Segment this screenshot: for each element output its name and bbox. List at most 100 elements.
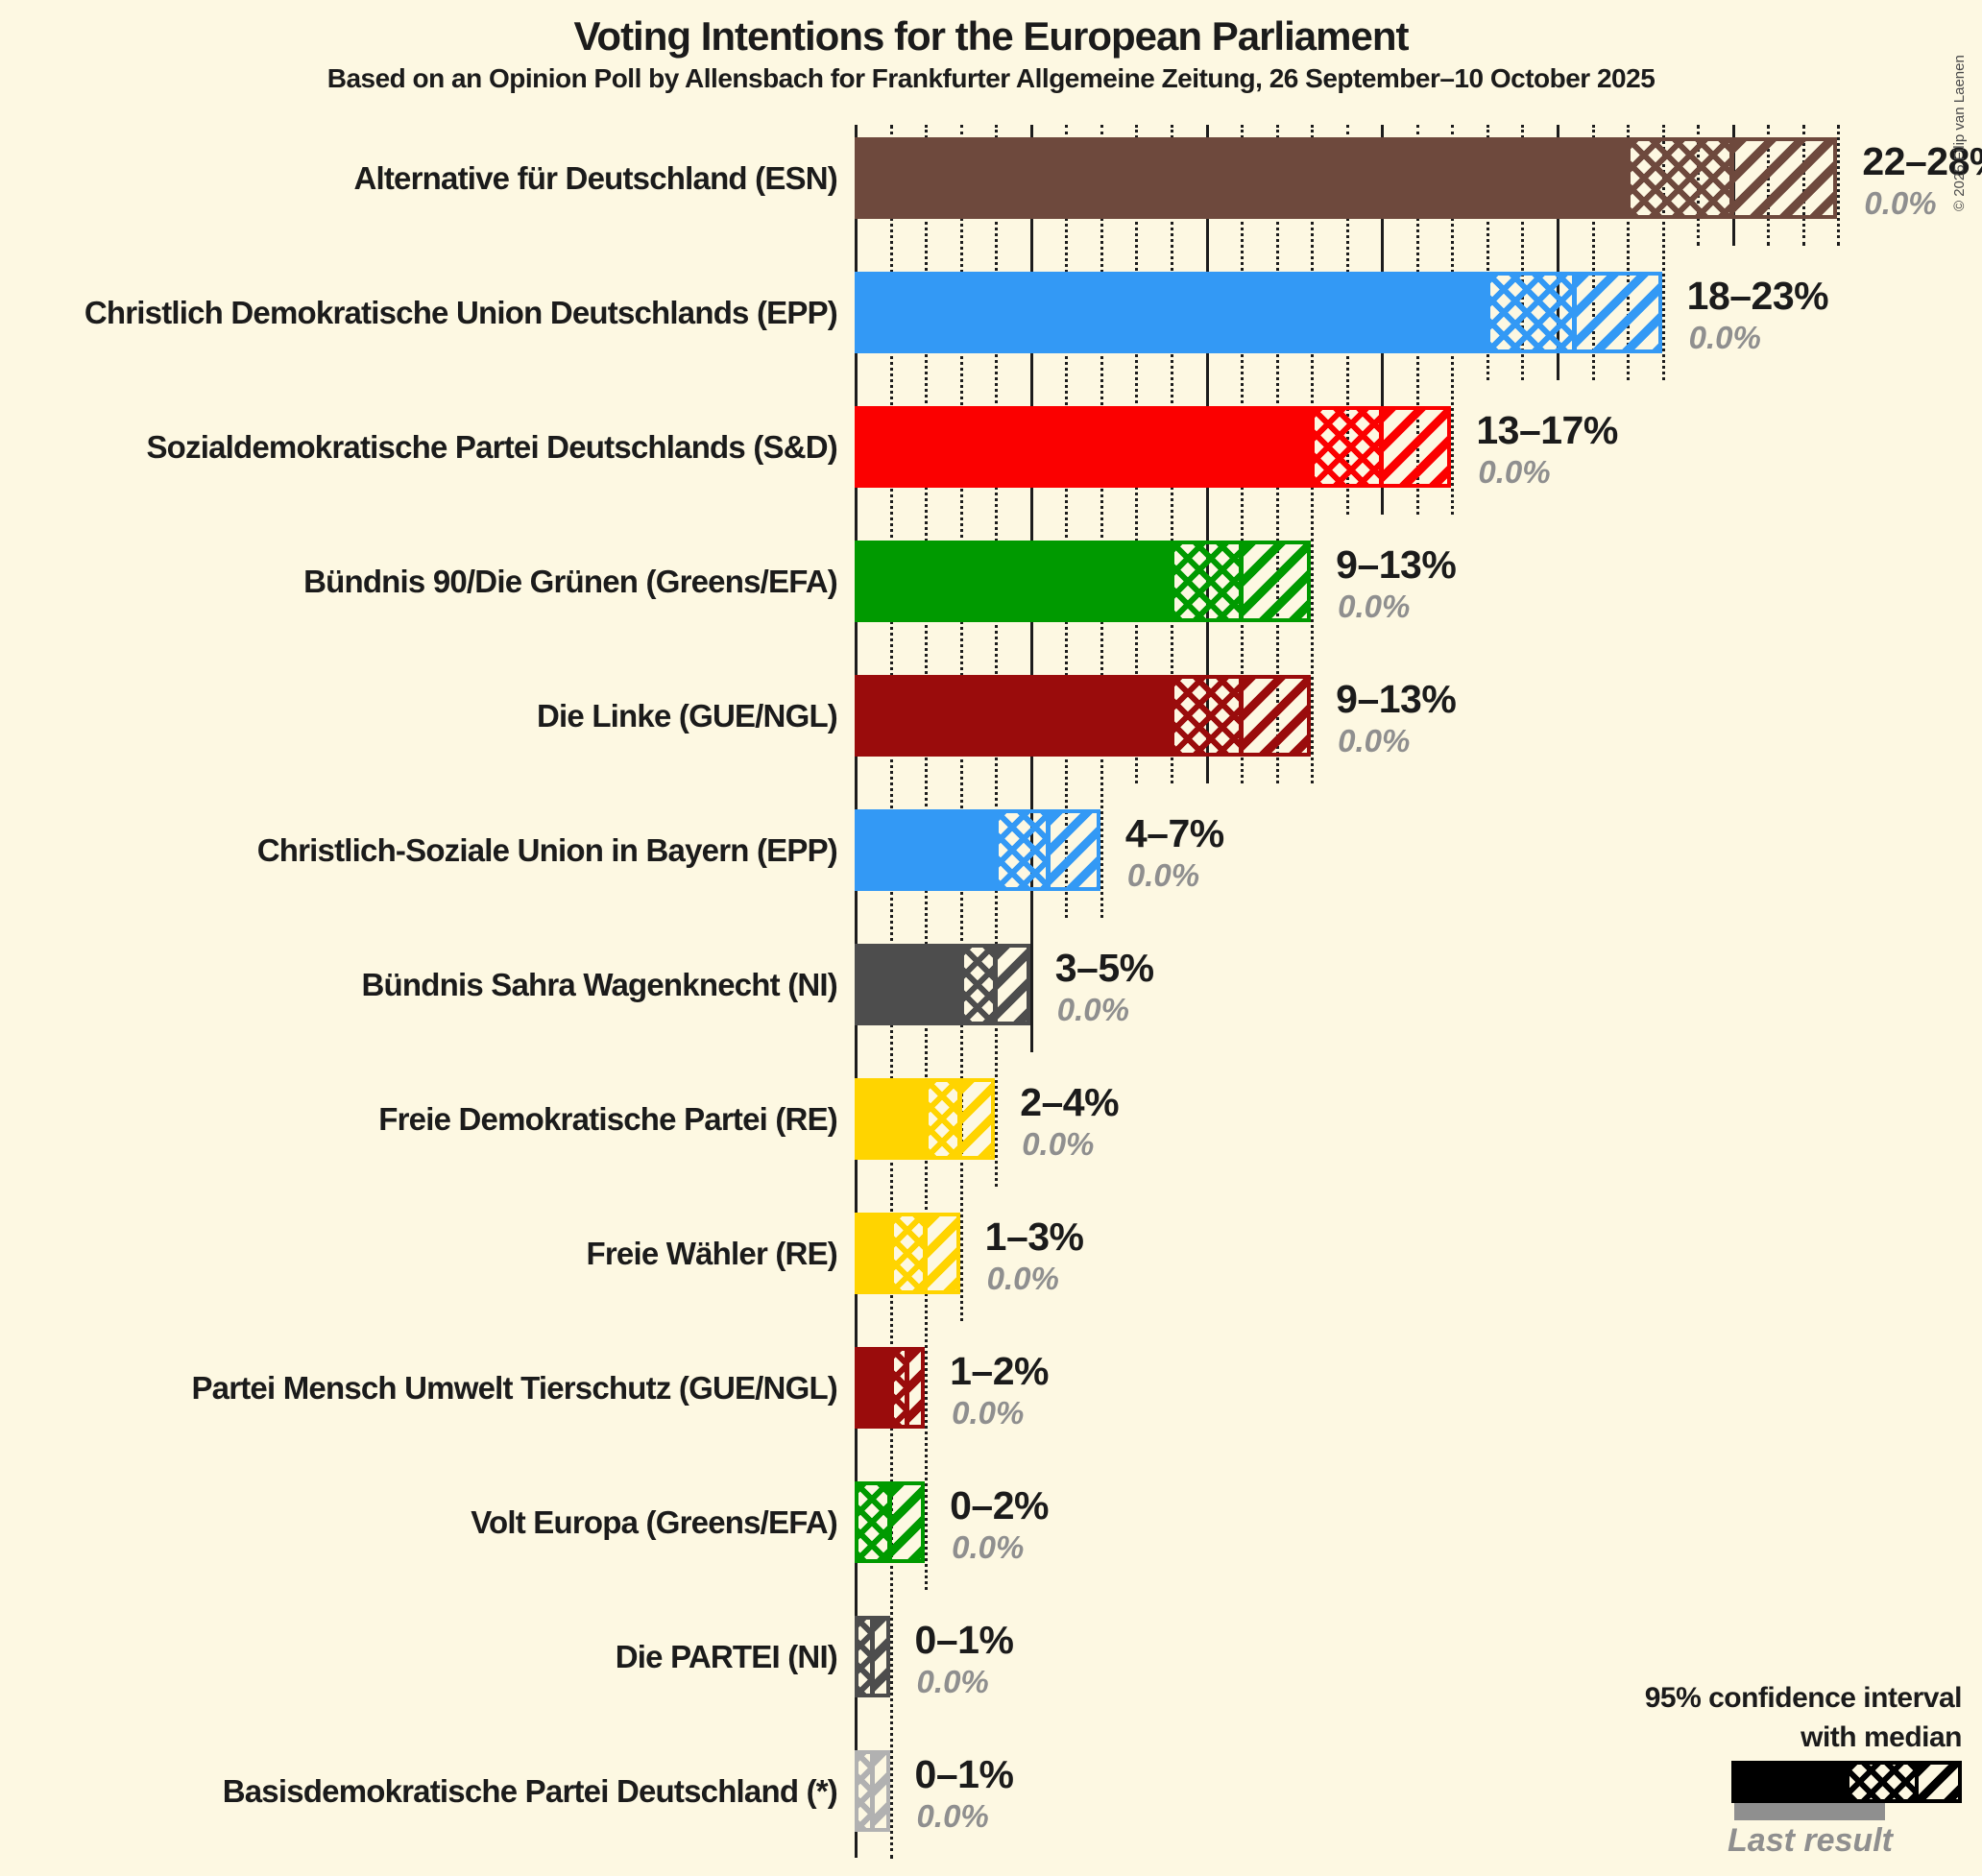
legend-last-result-bar (1734, 1803, 1885, 1820)
bar-diagonal-upper-ci (1576, 276, 1658, 349)
bar-ci-section (1170, 675, 1312, 757)
bar-median-divider (992, 948, 998, 1022)
party-label: Sozialdemokratische Partei Deutschlands … (146, 429, 837, 465)
bar-solid-section (855, 137, 1628, 219)
confidence-interval-bar (855, 809, 1100, 891)
range-label: 0–1% (914, 1618, 1014, 1662)
last-result-label: 0.0% (1478, 454, 1551, 490)
range-label: 9–13% (1336, 542, 1457, 587)
confidence-interval-bar (855, 406, 1452, 488)
bar-crosshatch-lower-ci (1173, 679, 1239, 753)
range-label: 1–3% (984, 1215, 1084, 1259)
bar-diagonal-upper-ci (909, 1351, 922, 1425)
bar-median-divider (869, 1754, 875, 1828)
bar-ci-section (855, 1750, 890, 1832)
last-result-label: 0.0% (1022, 1126, 1095, 1162)
bar-diagonal-upper-ci (874, 1620, 886, 1694)
bar-ci-section (995, 809, 1100, 891)
last-result-label: 0.0% (1864, 185, 1937, 221)
bar-diagonal-upper-ci (1243, 544, 1308, 618)
confidence-interval-bar (855, 137, 1838, 219)
bar-median-divider (887, 1485, 893, 1559)
minor-gridline (1591, 125, 1595, 380)
range-label: 13–17% (1476, 408, 1618, 452)
bar-median-divider (1045, 813, 1051, 887)
minor-gridline (1486, 125, 1489, 380)
minor-gridline (1065, 125, 1069, 918)
confidence-interval-bar (855, 1078, 996, 1160)
confidence-interval-bar (855, 675, 1312, 757)
minor-gridline (1521, 125, 1525, 380)
legend-title-line2: with median (1801, 1721, 1962, 1753)
bar-median-divider (1238, 544, 1244, 618)
confidence-interval-bar (855, 541, 1312, 622)
bar-ci-section (1311, 406, 1452, 488)
party-label: Basisdemokratische Partei Deutschland (*… (222, 1773, 838, 1809)
bar-crosshatch-lower-ci (1631, 141, 1730, 215)
confidence-interval-bar (855, 1616, 890, 1697)
bar-solid-section (855, 406, 1312, 488)
legend-diagonal (1918, 1765, 1958, 1799)
bar-ci-section (1627, 137, 1838, 219)
bar-median-divider (922, 1216, 928, 1290)
bar-median-divider (957, 1082, 963, 1156)
bar-diagonal-upper-ci (892, 1485, 922, 1559)
bar-diagonal-upper-ci (1050, 813, 1097, 887)
bar-ci-section (1486, 272, 1662, 353)
bar-solid-section (855, 1347, 890, 1429)
last-result-label: 0.0% (916, 1798, 989, 1834)
confidence-interval-bar (855, 1481, 926, 1563)
last-result-label: 0.0% (916, 1664, 989, 1699)
minor-gridline (1100, 125, 1103, 918)
minor-gridline (995, 125, 999, 1187)
range-label: 22–28% (1862, 139, 1982, 183)
range-label: 0–2% (950, 1483, 1049, 1527)
party-label: Bündnis 90/Die Grünen (Greens/EFA) (303, 564, 838, 599)
minor-gridline (1661, 125, 1665, 380)
confidence-interval-bar (855, 1347, 926, 1429)
party-label: Volt Europa (Greens/EFA) (471, 1504, 838, 1540)
bar-crosshatch-lower-ci (858, 1620, 870, 1694)
bar-crosshatch-lower-ci (1315, 410, 1379, 484)
chart-subtitle: Based on an Opinion Poll by Allensbach f… (326, 63, 1656, 93)
minor-gridline (1627, 125, 1631, 380)
bar-diagonal-upper-ci (1383, 410, 1448, 484)
legend-solid-section (1731, 1761, 1846, 1803)
bar-ci-section (1170, 541, 1312, 622)
legend-ci-section (1846, 1761, 1962, 1803)
party-label: Freie Wähler (RE) (586, 1236, 838, 1271)
party-label: Partei Mensch Umwelt Tierschutz (GUE/NGL… (191, 1370, 837, 1406)
bar-crosshatch-lower-ci (893, 1351, 906, 1425)
bar-solid-section (855, 809, 996, 891)
legend-title: 95% confidence interval with median (1386, 1678, 1963, 1757)
minor-gridline (1837, 125, 1841, 246)
range-label: 9–13% (1336, 677, 1457, 721)
bar-solid-section (855, 675, 1171, 757)
bar-ci-section (855, 1616, 890, 1697)
bar-crosshatch-lower-ci (929, 1082, 958, 1156)
bar-diagonal-upper-ci (997, 948, 1027, 1022)
bar-solid-section (855, 944, 960, 1025)
bar-ci-section (889, 1213, 960, 1294)
major-gridline (1557, 125, 1559, 380)
bar-ci-section (889, 1347, 926, 1429)
last-result-label: 0.0% (1126, 857, 1200, 893)
chart-title: Voting Intentions for the European Parli… (573, 13, 1410, 59)
party-label: Die PARTEI (NI) (615, 1639, 838, 1674)
party-label: Christlich Demokratische Union Deutschla… (84, 295, 838, 330)
party-label: Christlich-Soziale Union in Bayern (EPP) (256, 832, 838, 868)
legend-sample-bar (1731, 1761, 1962, 1803)
legend-title-line1: 95% confidence interval (1644, 1682, 1963, 1714)
range-label: 4–7% (1124, 811, 1224, 855)
bar-solid-section (855, 1078, 926, 1160)
bar-ci-section (855, 1481, 926, 1563)
party-label: Bündnis Sahra Wagenknecht (NI) (361, 967, 838, 1002)
confidence-interval-bar (855, 1213, 960, 1294)
party-label: Freie Demokratische Partei (RE) (378, 1101, 838, 1137)
bar-solid-section (855, 1213, 890, 1294)
bar-crosshatch-lower-ci (1173, 544, 1239, 618)
range-label: 18–23% (1686, 274, 1829, 318)
last-result-label: 0.0% (1056, 992, 1129, 1027)
bar-median-divider (1571, 276, 1577, 349)
